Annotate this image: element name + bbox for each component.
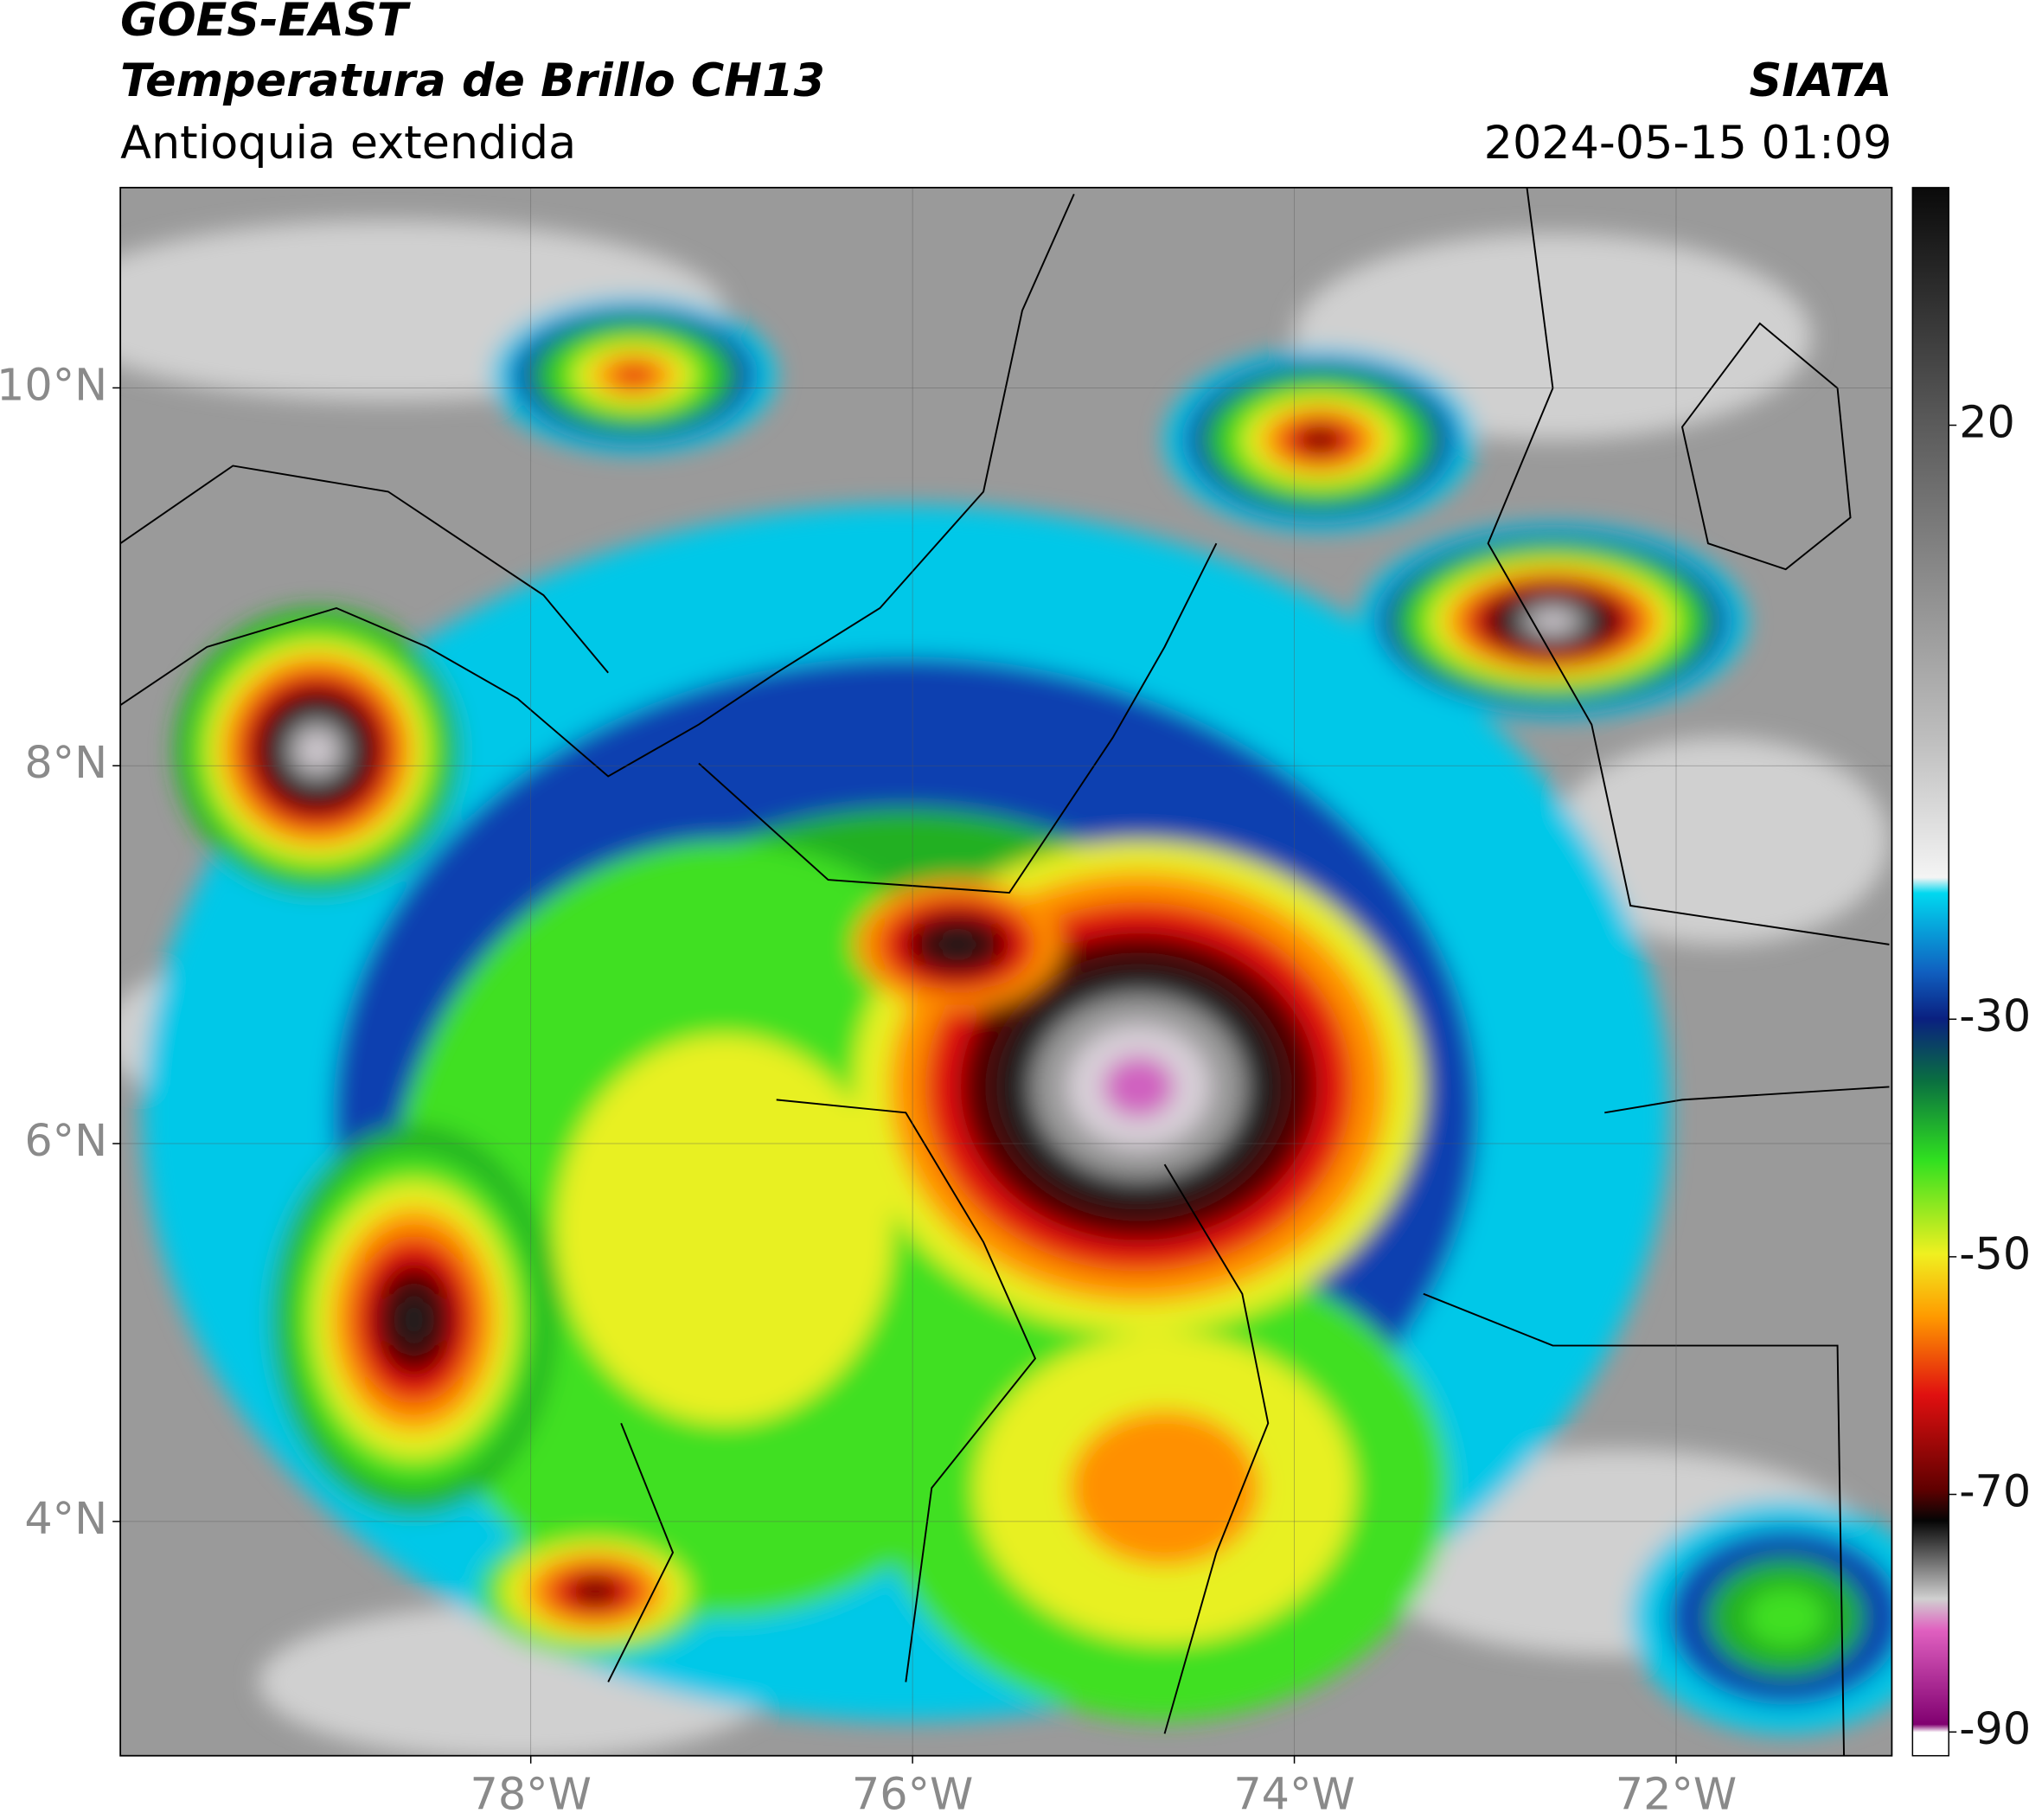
x-tick-label: 74°W (1233, 1769, 1354, 1817)
y-tick-label: 8°N (24, 737, 107, 788)
cloud (1746, 1588, 1825, 1647)
cloud (1069, 1410, 1260, 1566)
title-line1: GOES-EAST (120, 0, 412, 47)
grid (120, 187, 1892, 1756)
map-frame (119, 186, 1893, 1757)
cloud (613, 363, 655, 387)
subtitle: Antioquia extendida (120, 117, 576, 170)
x-tick-label: 72°W (1616, 1769, 1737, 1817)
x-tick-label: 76°W (852, 1769, 973, 1817)
cloud (1535, 612, 1571, 631)
cloud (1300, 428, 1340, 452)
cloud (572, 1578, 619, 1605)
borders (120, 187, 1890, 1756)
y-tick-label: 10°N (0, 359, 107, 410)
colorbar-tick-label: -50 (1959, 1228, 2029, 1279)
ticks: 78°W 76°W 74°W 72°W 4°N 6°N 8°N 10°N 20 -30 -50 -70… (0, 359, 2029, 1819)
cloud (1552, 737, 1890, 945)
cloud (394, 1291, 435, 1348)
source: SIATA (1750, 54, 1892, 107)
colorbar (1911, 187, 1949, 1757)
cloud (931, 928, 984, 961)
cloud (301, 734, 333, 766)
datetime: 2024-05-15 01:09 (1484, 117, 1892, 170)
y-tick-label: 6°N (24, 1115, 107, 1166)
map-image (120, 187, 1892, 1756)
cloud (1103, 1055, 1175, 1118)
colorbar-tick-label: -70 (1959, 1466, 2029, 1517)
x-tick-label: 78°W (470, 1769, 591, 1817)
colorbar-tick-label: -30 (1959, 990, 2029, 1041)
colorbar-tick-label: 20 (1959, 397, 2015, 448)
cloud (556, 1035, 893, 1424)
y-tick-label: 4°N (24, 1493, 107, 1544)
title-line2: Temperatura de Brillo CH13 (120, 54, 825, 107)
colorbar-tick-label: -90 (1959, 1703, 2029, 1754)
